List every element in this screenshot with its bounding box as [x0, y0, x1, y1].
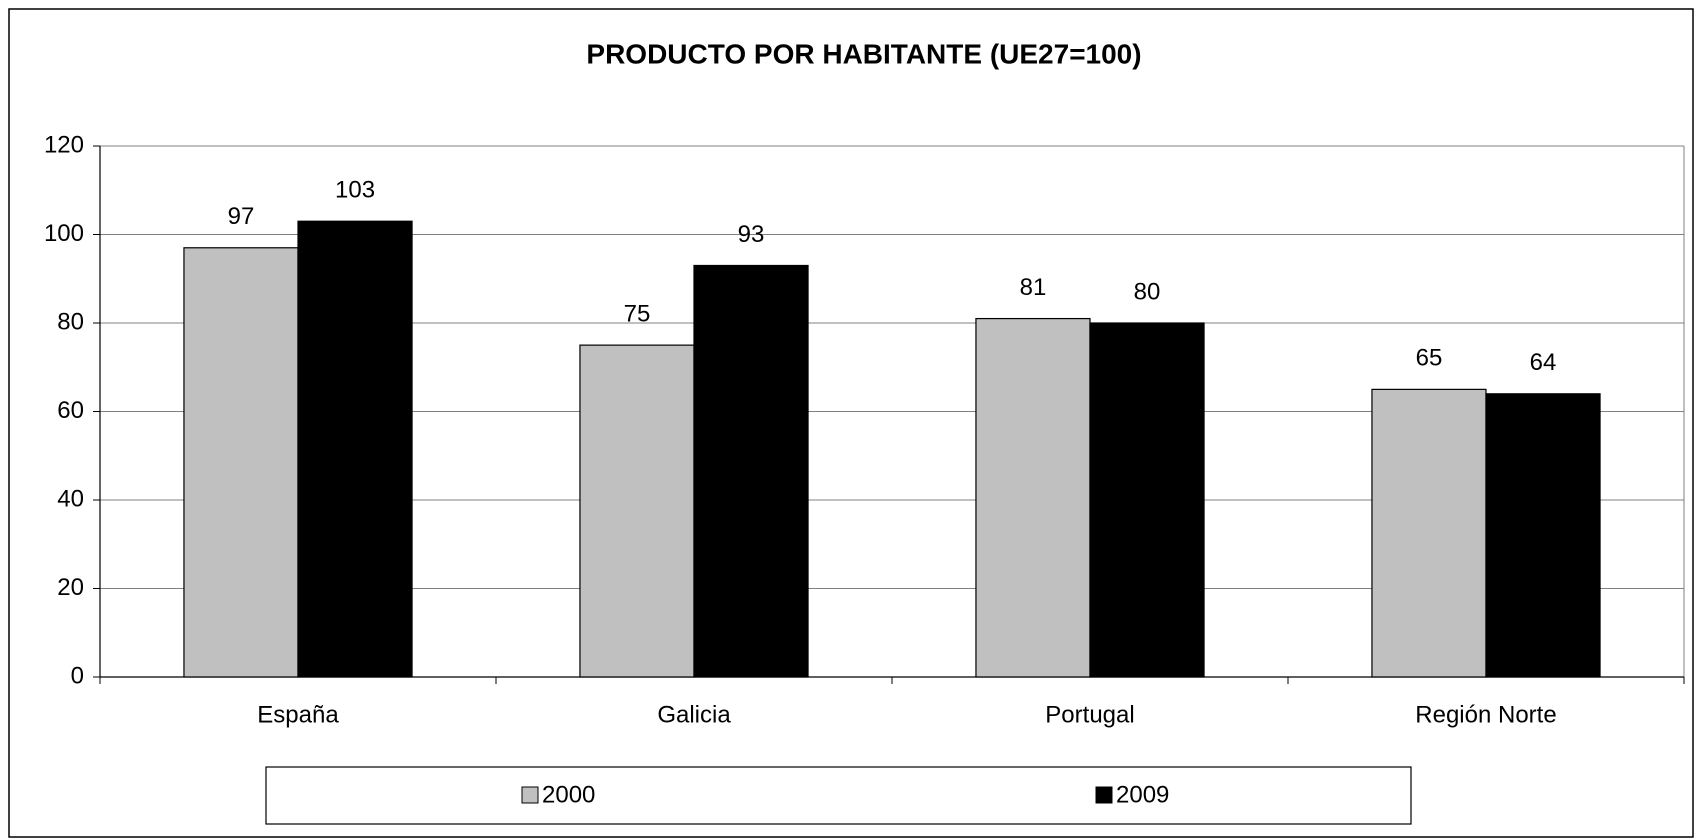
data-label: 103: [335, 177, 375, 204]
x-tick-label: Galicia: [657, 701, 731, 728]
data-label: 64: [1530, 349, 1557, 376]
data-label: 75: [624, 300, 651, 327]
chart-title: PRODUCTO POR HABITANTE (UE27=100): [586, 38, 1141, 69]
bar: [1485, 393, 1601, 678]
data-label: 80: [1134, 278, 1161, 305]
bar: [975, 317, 1091, 678]
legend-label: 2009: [1116, 781, 1169, 808]
y-tick-label: 80: [57, 308, 84, 335]
bar: [579, 344, 695, 678]
legend-label: 2000: [542, 781, 595, 808]
bar: [297, 220, 413, 678]
x-tick-label: España: [257, 701, 339, 728]
legend-box: [265, 766, 1412, 825]
y-tick-label: 60: [57, 397, 84, 424]
y-tick-label: 0: [71, 662, 84, 689]
x-tick-label: Región Norte: [1415, 701, 1556, 728]
bar: [1089, 322, 1205, 678]
legend-swatch: [521, 786, 539, 804]
bar: [693, 264, 809, 678]
data-label: 93: [738, 221, 765, 248]
bar: [183, 247, 299, 678]
data-label: 97: [228, 203, 255, 230]
y-tick-label: 120: [44, 131, 84, 158]
y-tick-label: 100: [44, 220, 84, 247]
y-tick-label: 40: [57, 485, 84, 512]
x-tick-label: Portugal: [1045, 701, 1134, 728]
data-label: 65: [1416, 345, 1443, 372]
bar: [1371, 388, 1487, 678]
legend-swatch: [1095, 786, 1113, 804]
data-label: 81: [1020, 274, 1047, 301]
y-tick-label: 20: [57, 574, 84, 601]
